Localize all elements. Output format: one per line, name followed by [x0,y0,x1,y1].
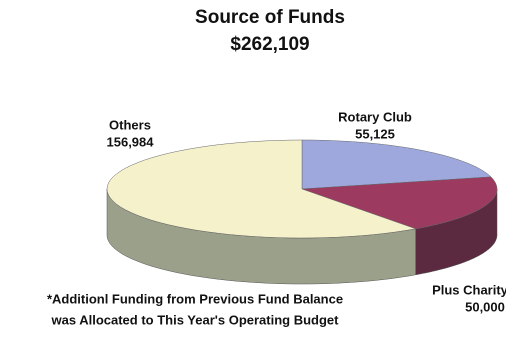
footnote: was Allocated to This Year's Operating B… [51,312,340,327]
slice-label: Plus Charity [432,282,506,297]
chart-subtitle: $262,109 [230,34,309,55]
slice-value: 55,125 [355,126,395,141]
slice [106,139,416,239]
slice-value: 156,984 [107,134,155,149]
slice-label: Rotary Club [338,109,412,124]
slice [301,139,492,190]
slice-label: Others [109,117,151,132]
chart-title: Source of Funds [195,7,345,28]
pie [106,139,498,285]
footnote: *Additionl Funding from Previous Fund Ba… [47,291,343,306]
slice [301,176,498,230]
slice-value: 50,000 [465,299,505,314]
